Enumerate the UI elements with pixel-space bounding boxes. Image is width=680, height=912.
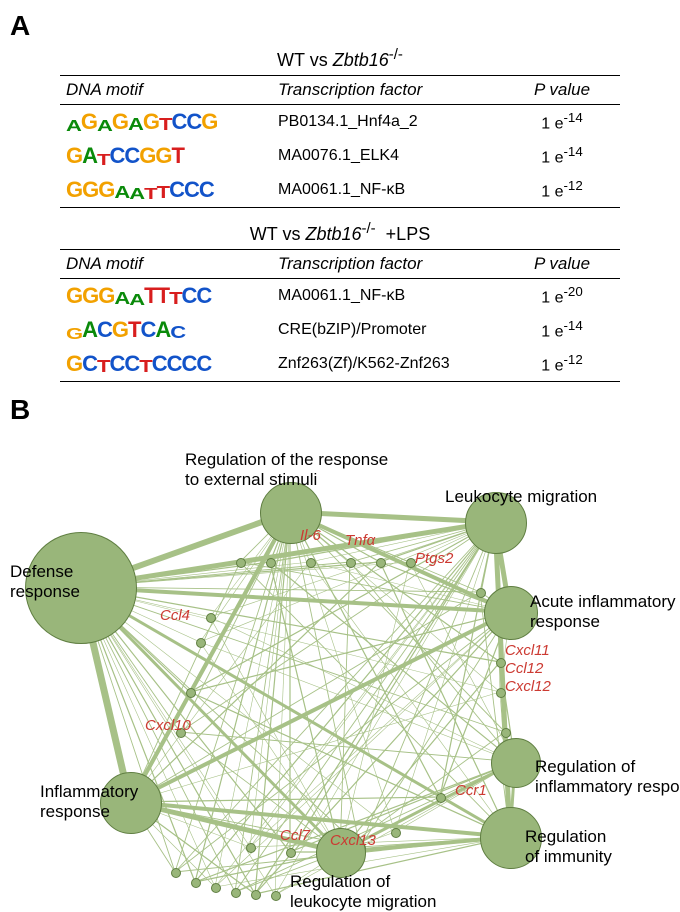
network-small-node	[346, 558, 356, 568]
col-header: Transcription factor	[272, 76, 504, 105]
col-header: Transcription factor	[272, 250, 504, 279]
gene-label: Il-6	[300, 527, 321, 544]
gene-label: Ccl4	[160, 607, 190, 624]
pvalue-cell: 1 e-12	[504, 173, 620, 208]
network-small-node	[476, 588, 486, 598]
gene-label: Ccl12	[505, 660, 543, 677]
pvalue-cell: 1 e-14	[504, 139, 620, 173]
motif-cell: GCTCCTCCCC	[60, 347, 272, 382]
pvalue-cell: 1 e-14	[504, 105, 620, 140]
col-header: DNA motif	[60, 250, 272, 279]
network-small-node	[246, 843, 256, 853]
pvalue-cell: 1 e-20	[504, 279, 620, 314]
network-small-node	[196, 638, 206, 648]
network-small-node	[271, 891, 281, 901]
pvalue-cell: 1 e-12	[504, 347, 620, 382]
col-header: P value	[504, 250, 620, 279]
tf-cell: CRE(bZIP)/Promoter	[272, 313, 504, 347]
gene-label: Cxcl10	[145, 717, 191, 734]
gene-label: Ptgs2	[415, 550, 453, 567]
network-small-node	[286, 848, 296, 858]
gene-label: Cxcl13	[330, 832, 376, 849]
network-small-node	[191, 878, 201, 888]
network-small-node	[376, 558, 386, 568]
network-small-node	[391, 828, 401, 838]
network-small-node	[251, 890, 261, 900]
panel-b-label: B	[10, 394, 30, 425]
network-small-node	[206, 613, 216, 623]
motif-cell: GGGAATTCCC	[60, 173, 272, 208]
network-diagram: Defenseresponse Regulation of the respons…	[10, 432, 650, 902]
network-category-node	[491, 738, 541, 788]
gene-label: Ccr1	[455, 782, 487, 799]
tf-cell: MA0061.1_NF-κB	[272, 279, 504, 314]
panel-a-label: A	[10, 10, 30, 41]
gene-label: Cxcl11	[505, 642, 550, 659]
gene-label: Cxcl12	[505, 678, 551, 695]
category-label: Regulationof immunity	[525, 827, 612, 867]
network-small-node	[501, 728, 511, 738]
motif-cell: AGAGAGTCCG	[60, 105, 272, 140]
category-label: Inflammatoryresponse	[40, 782, 138, 822]
category-label: Leukocyte migration	[445, 487, 597, 507]
motif-table: DNA motifTranscription factorP value AGAG…	[60, 75, 620, 208]
col-header: DNA motif	[60, 76, 272, 105]
category-label: Defenseresponse	[10, 562, 80, 602]
tf-cell: MA0076.1_ELK4	[272, 139, 504, 173]
category-label: Acute inflammatoryresponse	[530, 592, 676, 632]
motif-table: DNA motifTranscription factorP value GGGA…	[60, 249, 620, 382]
motif-cell: GATCCGGT	[60, 139, 272, 173]
category-label: Regulation of the responseto external st…	[185, 450, 388, 490]
network-small-node	[236, 558, 246, 568]
tf-cell: Znf263(Zf)/K562-Znf263	[272, 347, 504, 382]
network-small-node	[231, 888, 241, 898]
network-small-node	[306, 558, 316, 568]
table-title: WT vs Zbtb16-/-	[60, 46, 620, 71]
network-small-node	[171, 868, 181, 878]
table-title: WT vs Zbtb16-/- +LPS	[60, 220, 620, 245]
panel-a-tables: WT vs Zbtb16-/-DNA motifTranscription fa…	[60, 46, 620, 382]
motif-cell: GACGTCAC	[60, 313, 272, 347]
network-small-node	[211, 883, 221, 893]
motif-cell: GGGAATTTCC	[60, 279, 272, 314]
tf-cell: PB0134.1_Hnf4a_2	[272, 105, 504, 140]
gene-label: Ccl7	[280, 827, 310, 844]
category-label: Regulation ofinflammatory response	[535, 757, 680, 797]
category-label: Regulation ofleukocyte migration	[290, 872, 436, 912]
network-small-node	[436, 793, 446, 803]
pvalue-cell: 1 e-14	[504, 313, 620, 347]
tf-cell: MA0061.1_NF-κB	[272, 173, 504, 208]
network-small-node	[266, 558, 276, 568]
network-small-node	[186, 688, 196, 698]
gene-label: Tnfα	[345, 532, 375, 549]
col-header: P value	[504, 76, 620, 105]
